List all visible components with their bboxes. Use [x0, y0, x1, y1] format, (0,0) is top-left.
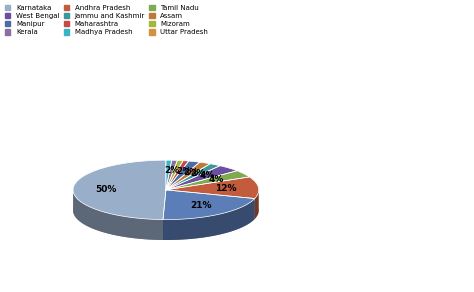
Polygon shape — [163, 199, 255, 240]
Polygon shape — [73, 190, 163, 240]
Text: 4%: 4% — [199, 171, 215, 180]
Polygon shape — [166, 160, 183, 190]
Text: 2%: 2% — [184, 168, 199, 177]
Legend: Karnataka, West Bengal, Manipur, Kerala, Andhra Pradesh, Jammu and Kashmir, Maha: Karnataka, West Bengal, Manipur, Kerala,… — [3, 4, 210, 37]
Polygon shape — [255, 190, 259, 219]
Text: 2%: 2% — [164, 166, 179, 175]
Polygon shape — [166, 161, 189, 190]
Text: 50%: 50% — [95, 185, 116, 194]
Polygon shape — [163, 190, 255, 220]
Text: 12%: 12% — [215, 184, 237, 193]
Polygon shape — [166, 162, 210, 190]
Polygon shape — [73, 180, 259, 240]
Polygon shape — [166, 161, 200, 190]
Polygon shape — [166, 166, 237, 190]
Polygon shape — [166, 171, 249, 190]
Text: 4%: 4% — [209, 175, 224, 184]
Text: 21%: 21% — [191, 201, 212, 210]
Polygon shape — [166, 160, 177, 190]
Polygon shape — [73, 160, 166, 220]
Text: 2%: 2% — [177, 167, 192, 176]
Polygon shape — [166, 177, 259, 199]
Text: 2%: 2% — [191, 169, 206, 178]
Polygon shape — [166, 160, 172, 190]
Polygon shape — [166, 164, 220, 190]
